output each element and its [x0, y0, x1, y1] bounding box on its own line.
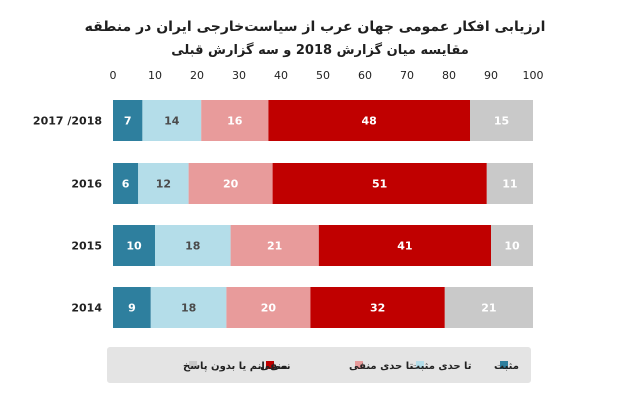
- x-tick-label: 60: [358, 69, 372, 82]
- x-tick-label: 50: [316, 69, 330, 82]
- data-label: 10: [126, 240, 142, 253]
- bar-segment: [113, 225, 155, 266]
- bar-segment: [188, 163, 273, 204]
- bar-segment: [444, 287, 533, 328]
- y-axis-categories: 2017 /2018 2016 2015 2014: [33, 115, 102, 315]
- bar-segment: [268, 100, 470, 141]
- bar-segment: [491, 225, 533, 266]
- category-label: 2017 /2018: [33, 115, 102, 128]
- data-label: 48: [362, 115, 377, 128]
- bar-segment: [226, 287, 311, 328]
- data-label: 20: [223, 178, 239, 191]
- data-label: 41: [397, 240, 412, 253]
- x-tick-label: 40: [274, 69, 288, 82]
- legend-label: مثبت: [494, 361, 519, 372]
- bar-segment: [142, 100, 202, 141]
- bar-segment: [113, 287, 151, 328]
- x-tick-label: 20: [190, 69, 204, 82]
- bar-segment: [155, 225, 231, 266]
- x-tick-label: 30: [232, 69, 246, 82]
- bar-segment: [113, 100, 143, 141]
- bar-segment: [470, 100, 533, 141]
- bar-segment: [113, 163, 139, 204]
- data-label: 14: [164, 115, 180, 128]
- data-label: 11: [502, 178, 517, 191]
- legend-swatch: [189, 361, 197, 369]
- bar-segment: [318, 225, 491, 266]
- x-tick-label: 70: [400, 69, 414, 82]
- legend-box: [107, 347, 531, 383]
- data-label: 16: [227, 115, 243, 128]
- data-label: 9: [128, 302, 136, 315]
- data-label: 12: [156, 178, 171, 191]
- legend-swatch: [500, 361, 508, 369]
- x-tick-label: 10: [148, 69, 162, 82]
- legend-swatch: [355, 361, 363, 369]
- legend-swatch: [416, 361, 424, 369]
- category-label: 2014: [71, 302, 102, 315]
- x-tick-label: 0: [110, 69, 117, 82]
- legend-label: تا حدی مثبت: [410, 361, 472, 372]
- bar-segment: [310, 287, 445, 328]
- category-label: 2015: [71, 240, 102, 253]
- data-label: 6: [122, 178, 130, 191]
- data-label: 18: [185, 240, 200, 253]
- legend-swatch: [266, 361, 274, 369]
- bar-segment: [201, 100, 269, 141]
- bar-segment: [150, 287, 227, 328]
- data-label: 21: [481, 302, 496, 315]
- bar-segment: [230, 225, 319, 266]
- x-tick-label: 90: [484, 69, 498, 82]
- chart-subtitle: مقایسه میان گزارش 2018 و سه گزارش قبلی: [171, 42, 469, 58]
- data-label: 10: [504, 240, 520, 253]
- bar-segment: [138, 163, 189, 204]
- legend-label: نمی‌دانم یا بدون پاسخ: [183, 361, 291, 372]
- legend-label: منفی: [260, 361, 288, 372]
- data-label: 21: [267, 240, 282, 253]
- data-label: 7: [124, 115, 132, 128]
- plot-area: 7 14 16 48 15 6 12 20 51 11 10 18 21 41 10 9 18 20 32 21: [113, 100, 533, 328]
- bar-segment: [272, 163, 487, 204]
- legend-label: تا حدی منفی: [349, 361, 413, 372]
- data-label: 51: [372, 178, 387, 191]
- data-label: 18: [181, 302, 196, 315]
- chart-title: ارزیابی افکار عمومی جهان عرب از سیاست‌خا…: [85, 19, 546, 35]
- x-tick-label: 80: [442, 69, 456, 82]
- category-label: 2016: [71, 178, 102, 191]
- bar-segment: [486, 163, 533, 204]
- data-label: 20: [261, 302, 277, 315]
- data-label: 15: [494, 115, 509, 128]
- x-tick-label: 100: [523, 69, 544, 82]
- data-label: 32: [370, 302, 385, 315]
- x-axis-ticks: 0 10 20 30 40 50 60 70 80 90 100: [110, 69, 544, 82]
